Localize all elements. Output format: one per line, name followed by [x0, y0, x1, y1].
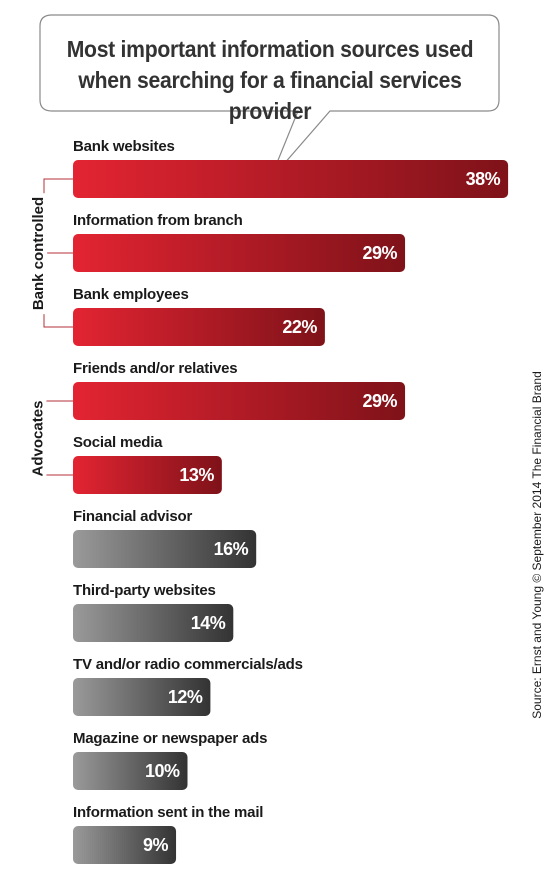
category-label-3: Friends and/or relatives — [73, 360, 238, 377]
group-brackets — [43, 178, 73, 476]
bar-2 — [73, 308, 325, 346]
category-label-2: Bank employees — [73, 286, 189, 303]
bar-4 — [73, 456, 222, 494]
value-label-7: 12% — [167, 687, 203, 707]
category-label-6: Third-party websites — [73, 582, 216, 599]
title-callout-bubble — [39, 14, 500, 181]
value-label-0: 38% — [465, 169, 501, 189]
bar-9 — [73, 826, 177, 864]
group-label-1: Advocates — [29, 396, 47, 480]
value-label-1: 29% — [362, 243, 398, 263]
category-label-9: Information sent in the mail — [73, 804, 264, 821]
bar-0 — [73, 160, 509, 198]
chart-title: Most important information sources used … — [66, 36, 474, 124]
category-label-0: Bank websites — [73, 138, 175, 155]
value-label-8: 10% — [144, 761, 180, 781]
value-label-9: 9% — [143, 835, 169, 855]
source-note: Source: Ernst and Young © September 2014… — [529, 371, 544, 719]
category-label-7: TV and/or radio commercials/ads — [73, 656, 303, 673]
group-bracket-1 — [43, 400, 73, 476]
bar-5 — [73, 530, 257, 568]
category-label-8: Magazine or newspaper ads — [73, 730, 268, 747]
bar-7 — [73, 678, 211, 716]
bar-8 — [73, 752, 188, 790]
bars-group — [73, 160, 509, 864]
value-label-3: 29% — [362, 391, 398, 411]
value-label-4: 13% — [179, 465, 214, 485]
bar-6 — [73, 604, 234, 642]
category-label-1: Information from branch — [73, 212, 243, 229]
value-label-6: 14% — [190, 613, 226, 633]
value-label-2: 22% — [282, 317, 317, 337]
bar-1 — [73, 234, 406, 272]
value-label-5: 16% — [213, 539, 249, 559]
group-label-0: Bank controlled — [29, 192, 47, 314]
category-label-5: Financial advisor — [73, 508, 193, 525]
category-label-4: Social media — [73, 434, 163, 451]
bar-3 — [73, 382, 406, 420]
